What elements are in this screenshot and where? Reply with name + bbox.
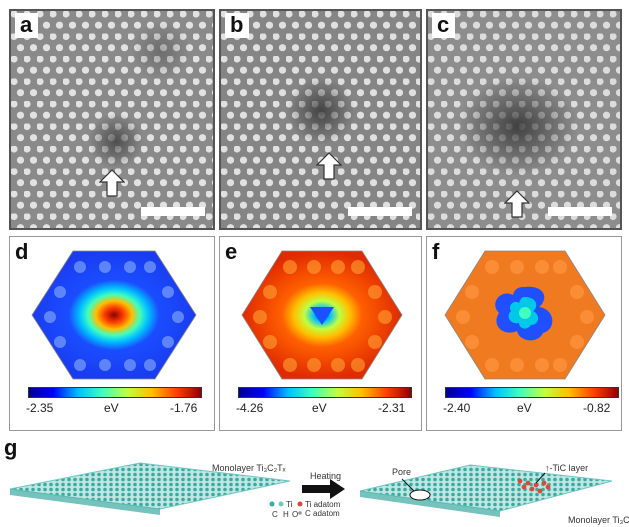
arrow-icon [504, 190, 530, 218]
atomic-lattice-b [221, 11, 420, 228]
label-monolayer-left: Monolayer Ti₃C₂Tₓ [212, 463, 286, 473]
schematic-g: g Monolayer Ti₃C₂Tₓ Heating Pore [0, 435, 629, 527]
panel-label-d: d [15, 239, 29, 264]
hexagon-map-d [31, 250, 197, 380]
colorbar-unit-f: eV [517, 401, 532, 415]
label-pore: Pore [392, 467, 412, 477]
energy-map-d: d -2.35 eV -1.76 [9, 236, 215, 431]
colorbar-min-e: -4.26 [236, 401, 264, 415]
colorbar-unit-e: eV [312, 401, 327, 415]
stem-image-a: a [9, 9, 215, 230]
colorbar-unit-d: eV [104, 401, 119, 415]
colorbar-d [28, 387, 202, 398]
colorbar-min-f: -2.40 [443, 401, 471, 415]
arrow-icon [99, 169, 125, 197]
scale-bar [141, 207, 205, 216]
scale-bar [548, 207, 612, 216]
colorbar-f [445, 387, 619, 398]
colorbar-max-d: -1.76 [170, 401, 198, 415]
label-monolayer-right: Monolayer Ti₃C [568, 515, 629, 525]
crystal-schematic [9, 462, 613, 517]
colorbar-e [238, 387, 412, 398]
atomic-lattice-c [428, 11, 620, 228]
energy-map-f: f -2.40 eV -0.82 [426, 236, 622, 431]
legend-ti: Ti [286, 500, 293, 509]
hexagon-map-f [444, 250, 606, 380]
colorbar-max-f: -0.82 [583, 401, 611, 415]
legend-h: H [283, 510, 289, 519]
legend-o: O [292, 510, 299, 519]
scale-bar [348, 207, 412, 216]
legend-c-adatom: C adatom [305, 509, 340, 518]
panel-label-f: f [432, 239, 440, 264]
colorbar-min-d: -2.35 [26, 401, 54, 415]
stem-image-b: b [219, 9, 422, 230]
colorbar-max-e: -2.31 [378, 401, 406, 415]
stem-image-c: c [426, 9, 622, 230]
legend-c: C [272, 510, 278, 519]
arrow-icon [316, 152, 342, 180]
legend-ti-adatom: Ti adatom [305, 500, 341, 509]
label-heating: Heating [310, 471, 342, 481]
energy-map-e: e -4.26 eV -2.31 [219, 236, 422, 431]
label-tic-layer: ↑-TiC layer [545, 463, 589, 473]
panel-label-g: g [4, 435, 18, 460]
hexagon-map-e [241, 250, 403, 380]
panel-label-a: a [15, 13, 39, 38]
panel-label-e: e [225, 239, 238, 264]
panel-label-c: c [432, 13, 456, 38]
panel-label-b: b [225, 13, 250, 38]
